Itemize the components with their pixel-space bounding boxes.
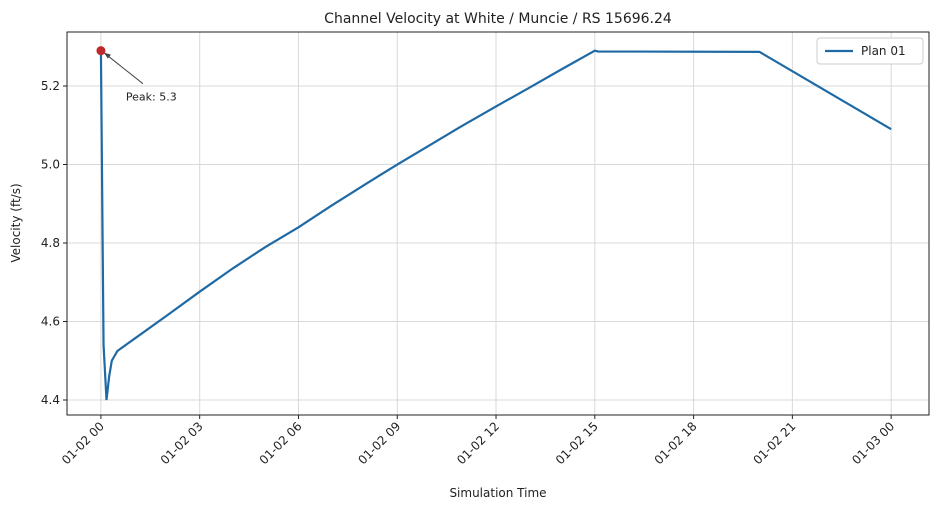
annotation: Peak: 5.3	[126, 91, 177, 104]
y-axis-label: Velocity (ft/s)	[9, 183, 23, 262]
legend-label: Plan 01	[861, 44, 906, 58]
x-tick-label: 01-02 00	[59, 419, 107, 467]
y-tick-label: 4.8	[41, 236, 60, 250]
y-tick-label: 5.2	[41, 79, 60, 93]
chart-title: Channel Velocity at White / Muncie / RS …	[324, 11, 672, 27]
x-tick-label: 01-02 06	[257, 419, 305, 467]
x-tick-label: 01-03 00	[849, 419, 897, 467]
legend: Plan 01	[816, 37, 924, 65]
y-tick-label: 5.0	[41, 158, 60, 172]
series-line	[99, 49, 892, 401]
x-tick-label: 01-02 09	[355, 419, 403, 467]
peak-marker	[96, 46, 106, 56]
x-tick-label: 01-02 18	[652, 419, 700, 467]
legend-box	[816, 37, 924, 65]
annotation-arrowhead	[103, 52, 111, 59]
x-tick-label: 01-02 12	[454, 419, 502, 467]
x-axis-label: Simulation Time	[449, 486, 546, 500]
y-tick-label: 4.4	[41, 393, 60, 407]
x-tick-label: 01-02 15	[553, 419, 601, 467]
x-tick-label: 01-02 21	[750, 419, 798, 467]
plot-frame	[66, 31, 930, 416]
y-tick-label: 4.6	[41, 315, 60, 329]
x-tick-label: 01-02 03	[158, 419, 206, 467]
annotation-arrow	[103, 52, 144, 85]
